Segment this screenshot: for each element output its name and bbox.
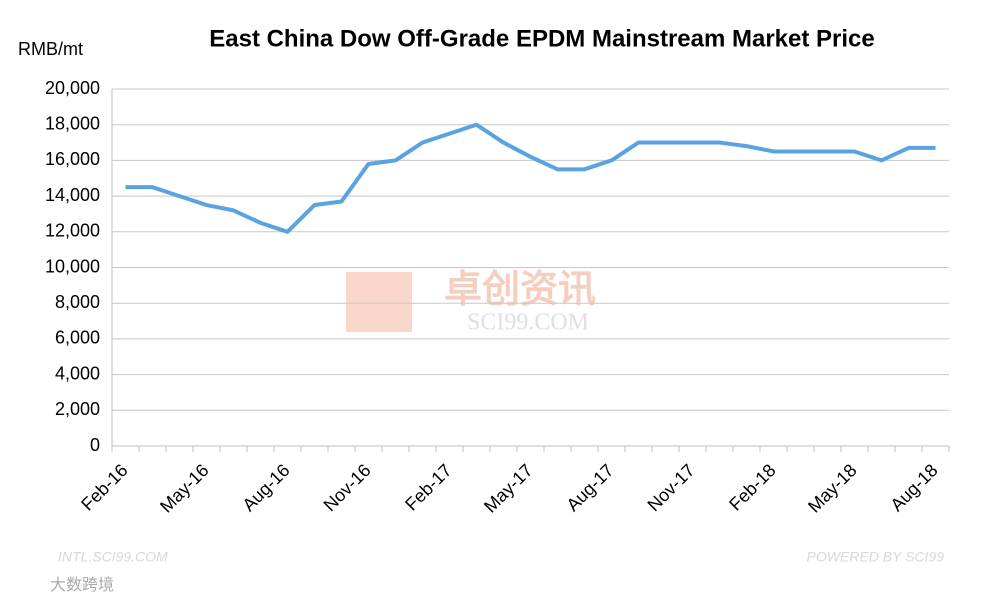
watermark: SCI99.COM xyxy=(467,310,589,336)
x-tick-label: Aug-18 xyxy=(886,460,941,515)
line-series xyxy=(125,122,936,234)
watermark: 大数跨境 xyxy=(50,575,114,594)
watermark-logo xyxy=(346,272,412,332)
watermark: INTL.SCI99.COM xyxy=(58,549,168,565)
y-tick-label: 10,000 xyxy=(45,256,100,276)
chart-title: East China Dow Off-Grade EPDM Mainstream… xyxy=(209,25,875,52)
x-tick-label: Nov-17 xyxy=(644,460,699,515)
y-tick-label: 0 xyxy=(90,435,100,455)
y-tick-label: 4,000 xyxy=(55,363,100,383)
x-tick-label: Feb-18 xyxy=(725,460,779,514)
x-tick-label: May-16 xyxy=(156,460,213,517)
x-tick-label: Aug-16 xyxy=(238,460,293,515)
x-tick-label: Nov-16 xyxy=(320,460,375,515)
y-tick-label: 18,000 xyxy=(45,113,100,133)
y-tick-label: 14,000 xyxy=(45,185,100,205)
y-axis-label: RMB/mt xyxy=(18,39,83,59)
y-tick-label: 12,000 xyxy=(45,221,100,241)
x-tick-label: May-18 xyxy=(804,460,861,517)
x-tick-label: Feb-17 xyxy=(401,460,455,514)
x-tick-label: Aug-17 xyxy=(562,460,617,515)
y-tick-label: 2,000 xyxy=(55,399,100,419)
y-tick-label: 8,000 xyxy=(55,292,100,312)
y-tick-label: 16,000 xyxy=(45,149,100,169)
watermark: POWERED BY SCI99 xyxy=(807,549,945,565)
watermark: 卓创资讯 xyxy=(444,269,596,311)
x-tick-label: May-17 xyxy=(480,460,537,517)
x-tick-label: Feb-16 xyxy=(77,460,131,514)
y-tick-label: 20,000 xyxy=(45,78,100,98)
y-tick-label: 6,000 xyxy=(55,328,100,348)
